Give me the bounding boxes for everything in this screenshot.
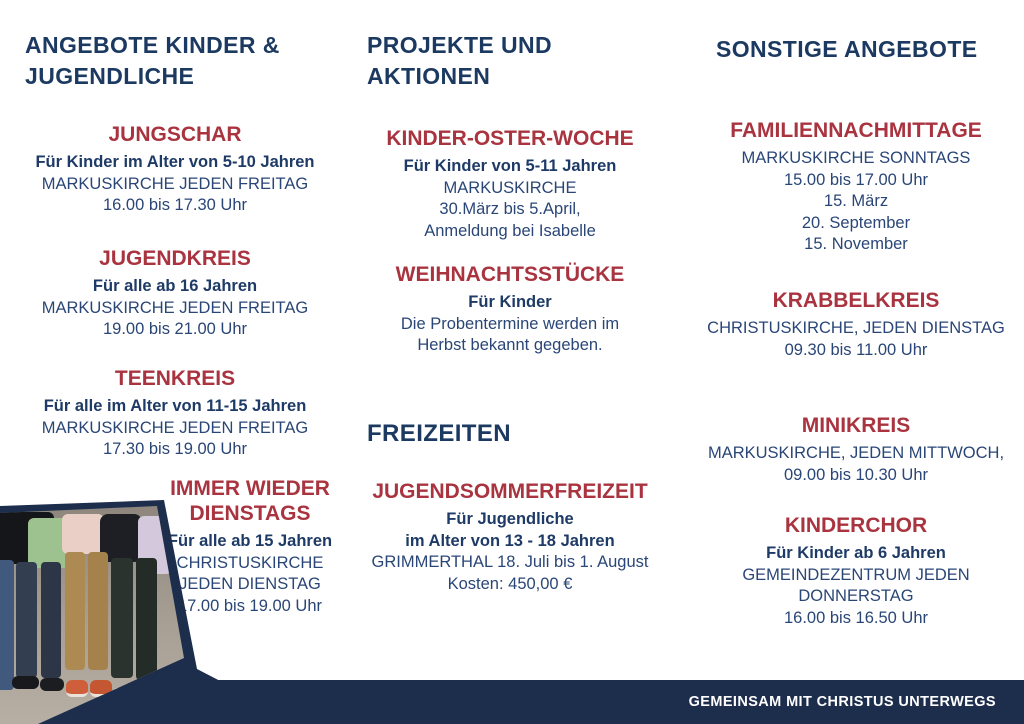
event-title: KINDERCHOR (784, 514, 928, 537)
event-time: 15.00 bis 17.00 Uhr (783, 170, 928, 189)
column-header-kinder-jugendliche: ANGEBOTE KINDER & JUGENDLICHE (25, 32, 280, 89)
event-audience: Für Kinder ab 6 Jahren (766, 544, 946, 562)
event-kinderchor: KINDERCHOR Für Kinder ab 6 Jahren GEMEIN… (698, 513, 1014, 629)
event-note: Herbst bekannt gegeben. (417, 336, 603, 354)
event-minikreis: MINIKREIS MARKUSKIRCHE, JEDEN MITTWOCH, … (698, 413, 1014, 486)
event-weihnachtsstuecke: WEIHNACHTSSTÜCKE Für Kinder Die Probente… (360, 262, 660, 357)
event-kinder-oster-woche: KINDER-OSTER-WOCHE Für Kinder von 5-11 J… (360, 126, 660, 242)
event-day: JEDEN DIENSTAG (179, 575, 321, 593)
event-audience: Für Kinder (468, 293, 552, 311)
event-date: 20. September (801, 213, 911, 232)
event-title: TEENKREIS (114, 367, 236, 390)
section-header-freizeiten: FREIZEITEN (367, 420, 512, 447)
event-title: KINDER-OSTER-WOCHE (386, 127, 634, 150)
event-audience: Für Kinder von 5-11 Jahren (403, 157, 617, 175)
event-title: JUGENDKREIS (99, 247, 251, 270)
event-audience: Für alle ab 16 Jahren (92, 277, 258, 295)
event-jungschar: JUNGSCHAR Für Kinder im Alter von 5-10 J… (8, 122, 342, 217)
column-header-sonstige-angebote: SONSTIGE ANGEBOTE (716, 36, 978, 62)
event-time: 16.00 bis 17.30 Uhr (102, 196, 247, 214)
event-location: MARKUSKIRCHE, JEDEN MITTWOCH, (707, 444, 1005, 462)
event-teenkreis: TEENKREIS Für alle im Alter von 11-15 Ja… (8, 366, 342, 461)
event-date: 15. November (804, 235, 908, 253)
group-photo (0, 506, 184, 724)
footer-slogan: GEMEINSAM MIT CHRISTUS UNTERWEGS (688, 694, 996, 710)
event-time: 19.00 bis 21.00 Uhr (102, 320, 247, 338)
event-immer-wieder-dienstags: IMMER WIEDER DIENSTAGS Für alle ab 15 Ja… (143, 476, 357, 617)
event-jugendkreis: JUGENDKREIS Für alle ab 16 Jahren MARKUS… (8, 246, 342, 341)
event-title: WEIHNACHTSSTÜCKE (395, 263, 625, 286)
event-title: IMMER WIEDER DIENSTAGS (170, 477, 330, 525)
event-location: MARKUSKIRCHE JEDEN FREITAG (41, 298, 309, 317)
event-jugendsommerfreizeit: JUGENDSOMMERFREIZEIT Für Jugendliche im … (360, 479, 660, 595)
event-location: GEMEINDEZENTRUM JEDEN (742, 565, 970, 584)
event-location-date: GRIMMERTHAL 18. Juli bis 1. August (371, 553, 649, 571)
event-cost: Kosten: 450,00 € (447, 574, 573, 593)
event-familiennachmittage: FAMILIENNACHMITTAGE MARKUSKIRCHE SONNTAG… (698, 118, 1014, 256)
event-location: MARKUSKIRCHE SONNTAGS (741, 149, 971, 167)
event-audience: Für alle im Alter von 11-15 Jahren (43, 397, 307, 415)
event-location: MARKUSKIRCHE (443, 178, 577, 197)
event-date: 30.März bis 5.April, (439, 200, 581, 218)
event-title: MINIKREIS (801, 414, 911, 437)
event-time: 09.00 bis 10.30 Uhr (783, 465, 928, 484)
event-time: 17.00 bis 19.00 Uhr (177, 596, 322, 615)
event-location: MARKUSKIRCHE JEDEN FREITAG (41, 418, 309, 437)
event-audience: im Alter von 13 - 18 Jahren (405, 531, 615, 550)
event-day: DONNERSTAG (798, 587, 914, 605)
event-note: Die Probentermine werden im (400, 314, 620, 333)
event-title: FAMILIENNACHMITTAGE (730, 119, 982, 142)
event-location: CHRISTUSKIRCHE (176, 553, 324, 572)
event-location: MARKUSKIRCHE JEDEN FREITAG (41, 174, 309, 193)
event-location: CHRISTUSKIRCHE, JEDEN DIENSTAG (707, 319, 1005, 337)
event-registration: Anmeldung bei Isabelle (424, 221, 596, 240)
column-header-projekte-aktionen: PROJEKTE UND AKTIONEN (367, 32, 552, 89)
event-time: 09.30 bis 11.00 Uhr (784, 340, 928, 359)
event-audience: Für alle ab 15 Jahren (167, 532, 333, 550)
event-date: 15. März (823, 192, 889, 210)
event-title: KRABBELKREIS (772, 289, 940, 312)
event-title: JUNGSCHAR (108, 123, 242, 146)
group-photo-block (0, 500, 226, 724)
event-time: 17.30 bis 19.00 Uhr (102, 440, 247, 458)
event-time: 16.00 bis 16.50 Uhr (783, 608, 928, 627)
event-krabbelkreis: KRABBELKREIS CHRISTUSKIRCHE, JEDEN DIENS… (698, 288, 1014, 361)
event-audience: Für Kinder im Alter von 5-10 Jahren (35, 153, 315, 171)
event-title: JUGENDSOMMERFREIZEIT (372, 480, 648, 503)
event-audience: Für Jugendliche (446, 510, 574, 528)
